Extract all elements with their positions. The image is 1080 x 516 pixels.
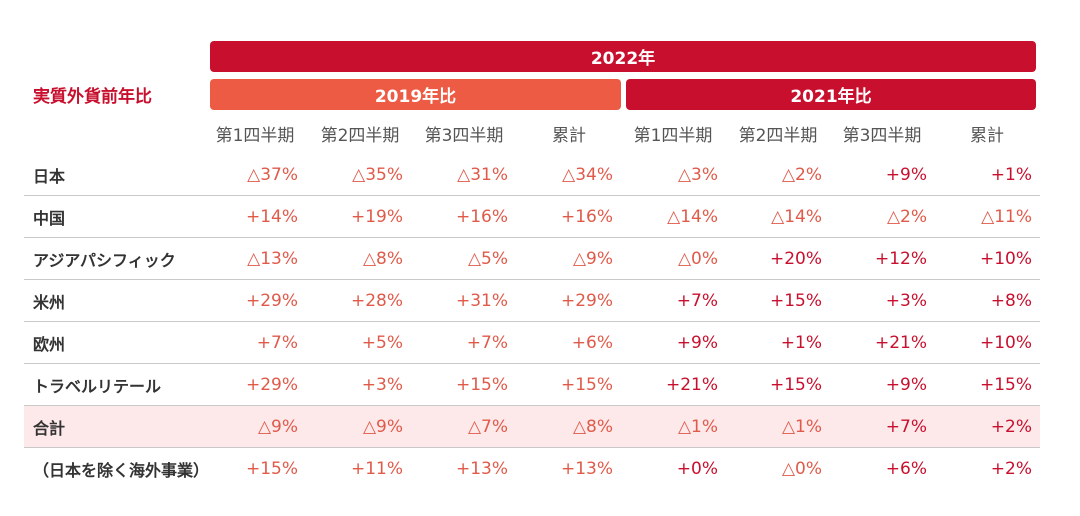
metric-label: 実質外貨前年比 xyxy=(33,87,152,107)
table-cell: +29% xyxy=(245,290,298,311)
row-label: アジアパシフィック xyxy=(33,250,176,270)
table-cell: +28% xyxy=(350,290,403,311)
header-bar-vs-2019: 2019年比 xyxy=(210,79,621,110)
table-cell: +13% xyxy=(455,458,508,479)
table-cell: △1% xyxy=(781,416,822,437)
table-cell: +1% xyxy=(780,332,822,353)
table-cell: △13% xyxy=(247,248,298,269)
table-cell: +3% xyxy=(361,374,403,395)
header-vs-2021-label: 2021年比 xyxy=(790,87,872,107)
row-label: トラベルリテール xyxy=(33,376,162,396)
table-cell: △2% xyxy=(886,206,927,227)
table-row-total: 合計 △9% △9% △7% △8% △1% △1% +7% +2% xyxy=(24,406,1040,448)
row-label: 米州 xyxy=(33,292,66,312)
table-row: 中国 +14% +19% +16% +16% △14% △14% △2% △11% xyxy=(24,196,1040,238)
table-cell: +0% xyxy=(676,458,718,479)
row-label: 中国 xyxy=(33,208,66,228)
column-header: 累計 xyxy=(552,125,586,146)
header-bar-2022: 2022年 xyxy=(210,41,1036,72)
table-cell: +1% xyxy=(990,164,1032,185)
table-row: アジアパシフィック △13% △8% △5% △9% △0% +20% +12% +10% xyxy=(24,238,1040,280)
table-cell: △37% xyxy=(247,164,298,185)
table-cell: +13% xyxy=(560,458,613,479)
table-cell: +8% xyxy=(990,290,1032,311)
table-cell: △35% xyxy=(352,164,403,185)
table-cell: +16% xyxy=(455,206,508,227)
table-cell: △9% xyxy=(257,416,298,437)
table-cell: +9% xyxy=(885,374,927,395)
table-cell: △3% xyxy=(677,164,718,185)
table-row: 米州 +29% +28% +31% +29% +7% +15% +3% +8% xyxy=(24,280,1040,322)
table-cell: +11% xyxy=(350,458,403,479)
table-cell: +21% xyxy=(874,332,927,353)
column-header: 第2四半期 xyxy=(320,125,400,146)
table-cell: +10% xyxy=(979,248,1032,269)
table-cell: +15% xyxy=(769,374,822,395)
table-cell: +15% xyxy=(560,374,613,395)
table-cell: △9% xyxy=(362,416,403,437)
table-cell: △14% xyxy=(771,206,822,227)
table-cell: +21% xyxy=(665,374,718,395)
table-cell: △8% xyxy=(572,416,613,437)
table-cell: +2% xyxy=(990,458,1032,479)
table-cell: +9% xyxy=(676,332,718,353)
table-cell: +10% xyxy=(979,332,1032,353)
table-cell: +6% xyxy=(885,458,927,479)
table-cell: △9% xyxy=(572,248,613,269)
table-cell: +14% xyxy=(245,206,298,227)
table-cell: △14% xyxy=(667,206,718,227)
table-cell: +12% xyxy=(874,248,927,269)
table-cell: △7% xyxy=(467,416,508,437)
table-cell: +15% xyxy=(245,458,298,479)
table-cell: +19% xyxy=(350,206,403,227)
row-label: （日本を除く海外事業） xyxy=(33,460,210,480)
table-cell: △1% xyxy=(677,416,718,437)
table-cell: △5% xyxy=(467,248,508,269)
table-cell: +29% xyxy=(560,290,613,311)
table-cell: △0% xyxy=(677,248,718,269)
header-vs-2019-label: 2019年比 xyxy=(374,87,457,107)
row-label: 欧州 xyxy=(33,334,66,354)
table-cell: +9% xyxy=(885,164,927,185)
table-cell: +29% xyxy=(245,374,298,395)
table-cell: +2% xyxy=(990,416,1032,437)
table-cell: +7% xyxy=(466,332,508,353)
column-header: 第3四半期 xyxy=(842,125,922,146)
table-cell: +7% xyxy=(885,416,927,437)
column-header: 第3四半期 xyxy=(424,125,504,146)
table-row: 欧州 +7% +5% +7% +6% +9% +1% +21% +10% xyxy=(24,322,1040,364)
table-cell: +15% xyxy=(769,290,822,311)
table-cell: △8% xyxy=(362,248,403,269)
header-2022-label: 2022年 xyxy=(590,49,656,69)
table-cell: △2% xyxy=(781,164,822,185)
table-cell: +3% xyxy=(885,290,927,311)
table-cell: +7% xyxy=(256,332,298,353)
table-cell: +6% xyxy=(571,332,613,353)
table-cell: +15% xyxy=(455,374,508,395)
column-header: 第1四半期 xyxy=(633,125,713,146)
column-header: 第2四半期 xyxy=(738,125,818,146)
table-row: （日本を除く海外事業） +15% +11% +13% +13% +0% △0% +6% +2% xyxy=(24,448,1040,489)
column-header: 第1四半期 xyxy=(215,125,295,146)
table-cell: +7% xyxy=(676,290,718,311)
table-cell: +15% xyxy=(979,374,1032,395)
table-cell: △31% xyxy=(457,164,508,185)
table-row: トラベルリテール +29% +3% +15% +15% +21% +15% +9% +15% xyxy=(24,364,1040,406)
table-cell: △0% xyxy=(781,458,822,479)
table-cell: △34% xyxy=(562,164,613,185)
table-row: 日本 △37% △35% △31% △34% △3% △2% +9% +1% xyxy=(24,154,1040,196)
table-cell: △11% xyxy=(981,206,1032,227)
table-cell: +5% xyxy=(361,332,403,353)
row-label: 合計 xyxy=(33,418,66,438)
row-label: 日本 xyxy=(33,166,66,186)
table-cell: +31% xyxy=(455,290,508,311)
table-cell: +20% xyxy=(769,248,822,269)
table-cell: +16% xyxy=(560,206,613,227)
column-header: 累計 xyxy=(970,125,1004,146)
header-bar-vs-2021: 2021年比 xyxy=(626,79,1036,110)
